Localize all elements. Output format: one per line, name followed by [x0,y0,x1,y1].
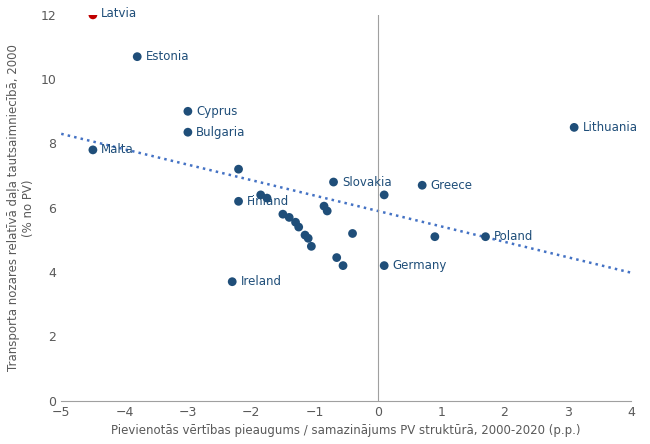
Text: Lithuania: Lithuania [582,121,638,134]
Point [379,262,389,269]
Point [319,202,330,210]
Point [291,218,301,226]
Point [278,210,288,218]
Point [255,191,266,198]
Text: Poland: Poland [494,230,533,243]
Text: Slovakia: Slovakia [342,175,391,189]
Point [183,108,193,115]
Point [88,147,98,154]
Point [284,214,294,221]
Point [322,207,332,214]
Text: Malta: Malta [101,143,134,156]
Text: Estonia: Estonia [146,50,189,63]
Point [262,194,272,202]
Point [338,262,348,269]
Text: Ireland: Ireland [240,275,281,288]
Text: Latvia: Latvia [101,7,137,20]
Text: Germany: Germany [393,259,447,272]
Point [379,191,389,198]
Point [430,233,440,240]
Point [132,53,142,60]
Point [328,178,339,186]
Text: Bulgaria: Bulgaria [196,126,246,139]
Point [332,254,342,261]
Point [303,235,313,242]
Point [233,198,244,205]
Point [569,124,579,131]
Point [300,231,310,238]
Point [88,11,98,18]
Text: Greece: Greece [430,179,473,192]
Text: Finland: Finland [247,195,289,208]
Point [480,233,491,240]
Y-axis label: Transporta nozares relatīvā daļa tautsaimniecībā, 2000
(% no PV): Transporta nozares relatīvā daļa tautsai… [7,44,35,371]
Point [294,223,304,230]
X-axis label: Pievienotās vērtības pieaugums / samazinājums PV struktūrā, 2000-2020 (p.p.): Pievienotās vērtības pieaugums / samazin… [111,424,581,437]
Point [417,182,428,189]
Point [306,243,317,250]
Point [227,278,237,285]
Point [183,129,193,136]
Point [347,230,358,237]
Text: Cyprus: Cyprus [196,105,237,118]
Point [233,166,244,173]
